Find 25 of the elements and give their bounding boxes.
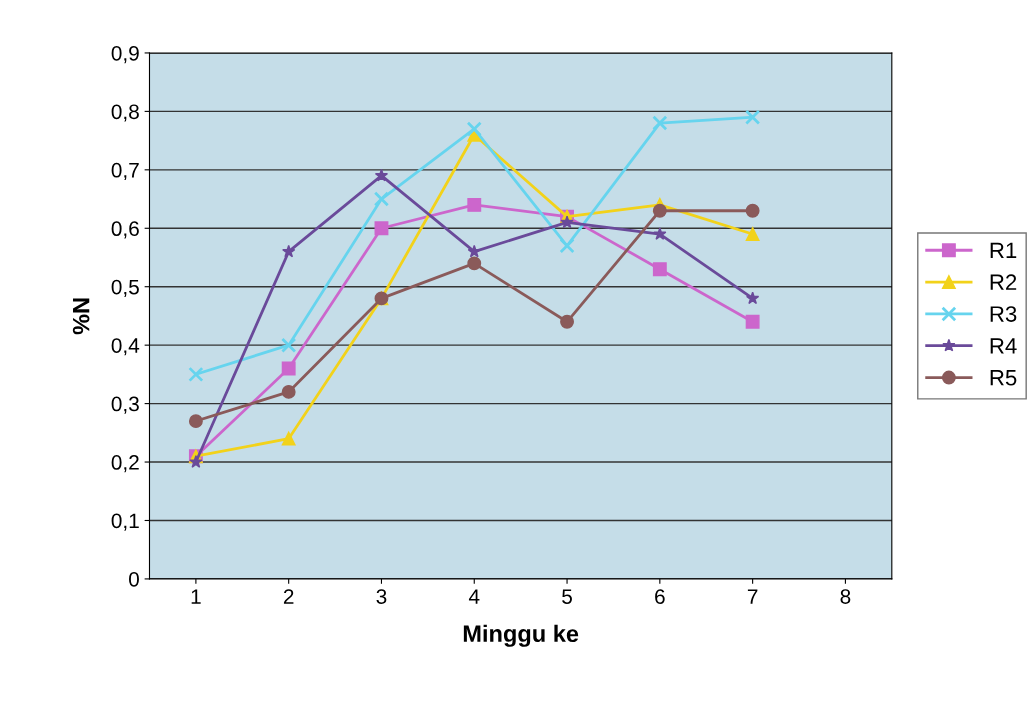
x-tick-label: 1 [191,589,201,604]
y-tick-label: 0,5 [111,279,139,297]
x-tick-label: 2 [283,589,294,604]
x-tick-label: 7 [747,589,758,604]
y-tick-label: 0,8 [111,104,139,122]
legend-label: R1 [990,242,1017,259]
y-tick-label: 0 [129,571,139,587]
y-tick-label: 0,3 [111,396,139,414]
x-tick-label: 5 [562,589,572,604]
legend-label: R2 [990,274,1017,290]
x-tick-label: 6 [655,589,665,604]
y-tick-label: 0,7 [111,162,139,181]
y-tick-label: 0,1 [111,513,139,531]
y-tick-label: 0,2 [111,455,139,473]
x-tick-label: 4 [468,589,480,604]
x-tick-label: 8 [840,589,851,604]
legend-label: R5 [990,370,1017,386]
x-tick-label: 3 [376,589,387,604]
y-tick-label: 0,6 [111,221,139,239]
y-axis-title: %N [72,298,90,335]
legend-label: R3 [990,306,1017,322]
y-tick-label: 0,4 [111,338,140,356]
x-axis-title: Minggu ke [463,624,579,647]
legend-label: R4 [990,338,1017,354]
y-tick-label: 0,9 [111,45,139,64]
